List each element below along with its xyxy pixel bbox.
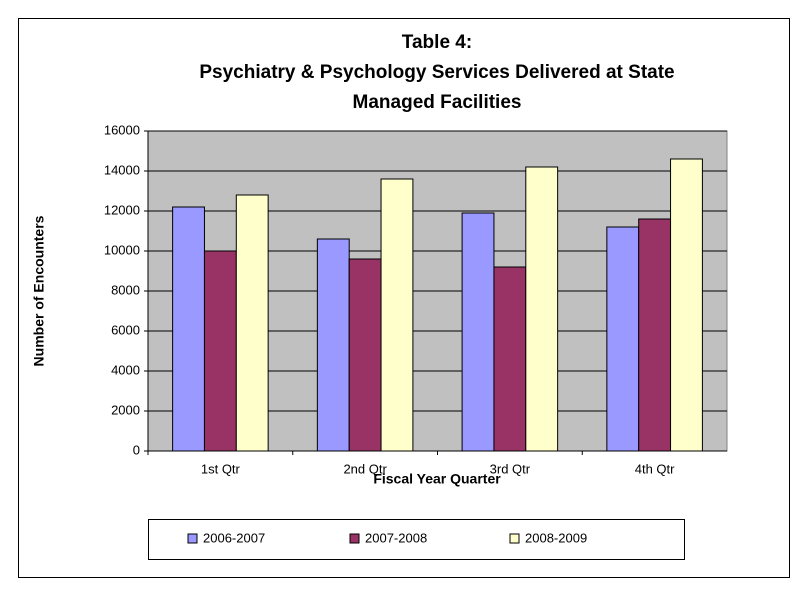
bar: [380, 178, 414, 452]
x-tick-label: 1st Qtr: [201, 461, 241, 476]
legend-swatch: [187, 533, 198, 544]
y-tick-label: 0: [133, 442, 140, 457]
bar: [316, 238, 350, 452]
y-axis-label: Number of Encounters: [31, 215, 47, 366]
bar: [172, 206, 205, 452]
bar: [348, 258, 382, 452]
legend-label: 2008-2009: [525, 530, 587, 545]
legend-swatch: [349, 533, 360, 544]
x-tick-label: 2nd Qtr: [343, 461, 387, 476]
bar: [235, 194, 269, 452]
y-tick-label: 2000: [111, 402, 140, 417]
chart-title: Table 4:: [402, 32, 472, 53]
bar: [203, 250, 237, 452]
x-axis-label: Fiscal Year Quarter: [373, 471, 501, 487]
x-tick-label: 4th Qtr: [635, 461, 675, 476]
bar: [461, 212, 495, 452]
bar: [670, 158, 703, 452]
y-tick-label: 12000: [104, 202, 140, 217]
x-tick-label: 3rd Qtr: [490, 461, 531, 476]
y-tick-label: 16000: [104, 122, 140, 137]
legend-label: 2006-2007: [203, 530, 265, 545]
y-tick-label: 14000: [104, 162, 140, 177]
bar: [606, 226, 640, 452]
y-tick-label: 4000: [111, 362, 140, 377]
legend-swatch: [509, 533, 520, 544]
chart-title: Psychiatry & Psychology Services Deliver…: [199, 62, 674, 83]
bar: [525, 166, 559, 452]
legend-box: [148, 519, 685, 560]
legend-label: 2007-2008: [365, 530, 427, 545]
y-tick-label: 8000: [111, 282, 140, 297]
bar: [638, 218, 672, 452]
chart-title: Managed Facilities: [353, 92, 522, 113]
y-tick-label: 6000: [111, 322, 140, 337]
y-tick-label: 10000: [104, 242, 140, 257]
bar: [493, 266, 527, 452]
